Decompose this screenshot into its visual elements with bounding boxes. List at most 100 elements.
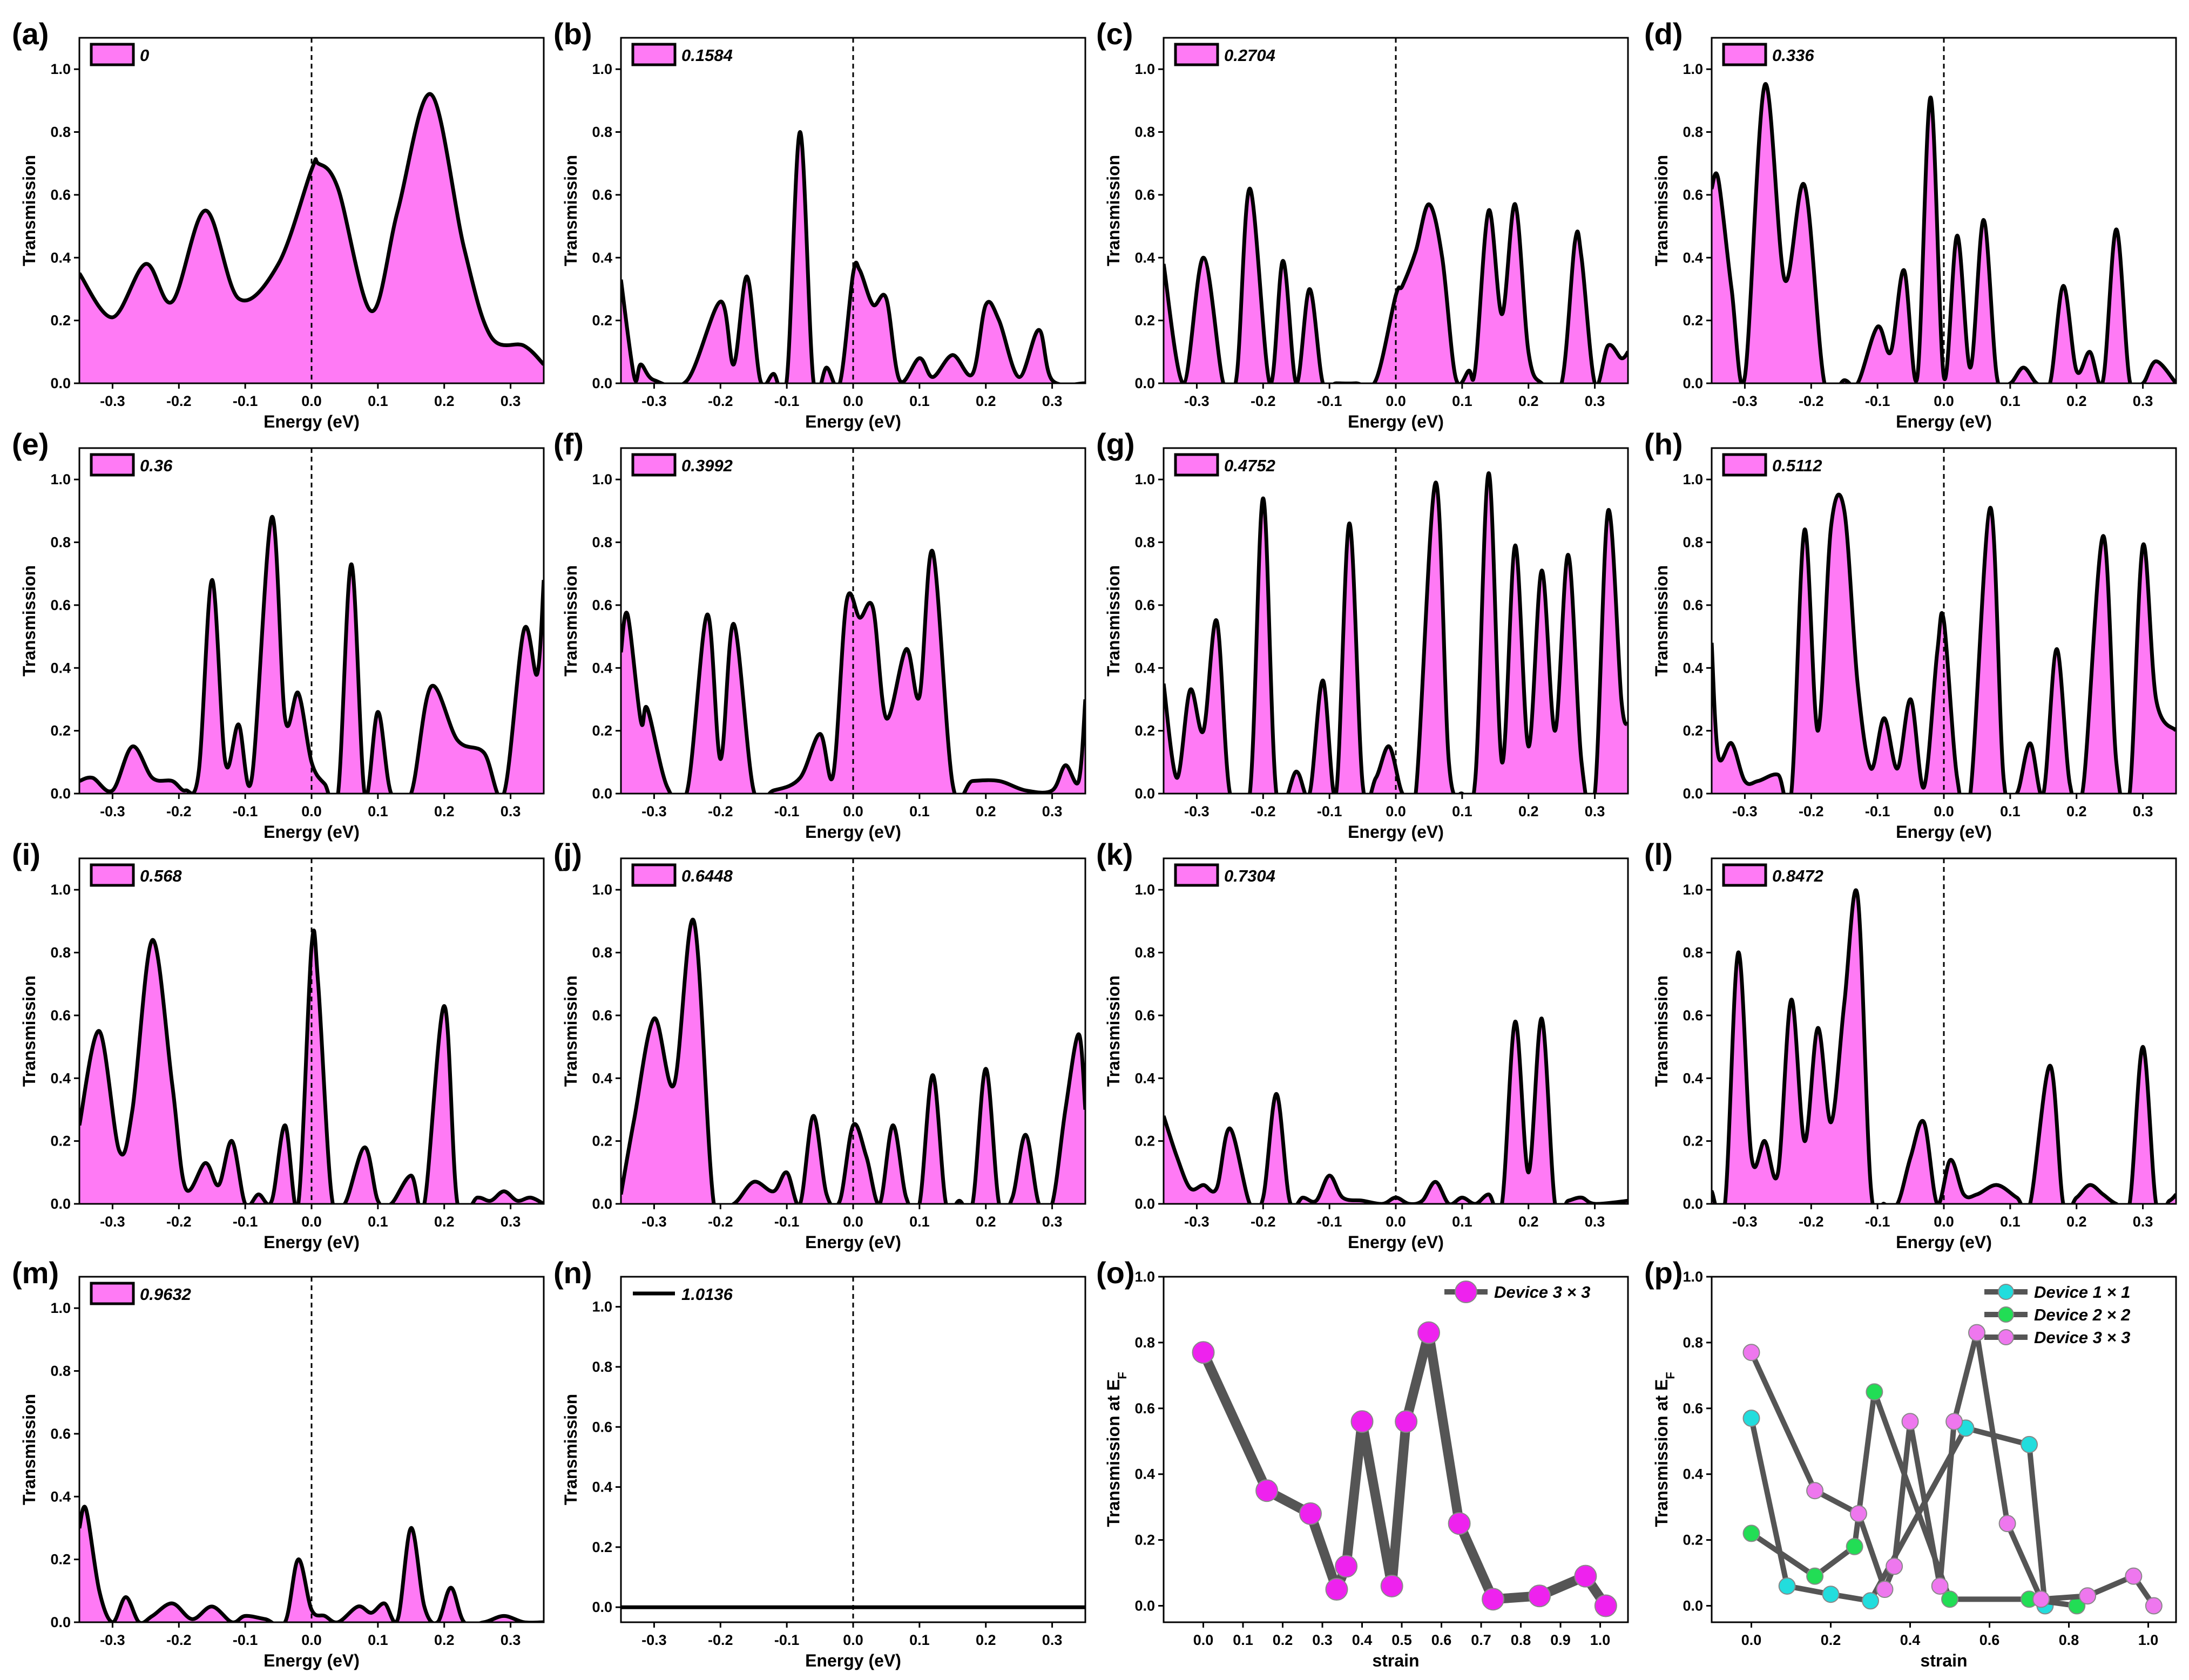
data-point-marker [2125, 1567, 2143, 1585]
series-connector-line [1748, 1330, 2156, 1608]
y-tick-label: 0.8 [1134, 534, 1155, 551]
plot-area [1712, 82, 2176, 383]
x-tick-label: 0.4 [1352, 1632, 1373, 1648]
y-tick-label: 0.8 [592, 124, 612, 140]
y-tick-label: 0.8 [592, 534, 612, 551]
x-tick-label: 0.1 [909, 1632, 930, 1648]
x-tick-label: 0.1 [2000, 393, 2021, 409]
data-point-marker [1931, 1577, 1949, 1595]
y-tick-label: 0.2 [1683, 1133, 1703, 1149]
x-tick-label: 0.3 [1042, 1632, 1063, 1648]
chart-panel-a: -0.3 -0.2 -0.1 0.0 0.1 0.2 0.3 0.0 0.2 0.4 0.6 0.8 1… [12, 17, 545, 431]
x-tick-label: -0.1 [233, 1214, 258, 1230]
legend-label: 0 [140, 46, 149, 65]
y-tick-label: 0.2 [592, 1133, 612, 1149]
y-tick-label: 0.0 [1134, 375, 1155, 391]
y-tick-label: 0.2 [1683, 723, 1703, 739]
x-tick-label: -0.3 [1732, 1214, 1758, 1230]
y-tick-label: 0.4 [1134, 249, 1155, 266]
data-point-marker [1822, 1586, 1840, 1603]
x-tick-label: -0.2 [166, 393, 192, 409]
transmission-area [621, 551, 1085, 794]
data-point-marker [1380, 1574, 1403, 1597]
y-tick-label: 0.0 [592, 375, 612, 391]
legend-swatch [1174, 863, 1219, 887]
y-tick-label: 0.2 [592, 723, 612, 739]
x-tick-label: 0.1 [1452, 803, 1472, 819]
legend-label: 0.36 [140, 456, 173, 475]
x-axis-title: Energy (eV) [1896, 412, 1992, 431]
legend-label: 1.0136 [681, 1285, 733, 1304]
plot-area [1742, 1324, 2163, 1615]
x-tick-label: -0.3 [1732, 393, 1758, 409]
data-point-marker [1255, 1479, 1279, 1502]
x-tick-label: -0.3 [100, 1214, 125, 1230]
y-axis-title: Transmission [561, 1394, 580, 1505]
y-tick-label: 0.6 [1134, 1007, 1155, 1024]
y-tick-label: 1.0 [1134, 1269, 1155, 1285]
data-point-marker [1901, 1413, 1919, 1431]
x-tick-label: 0.3 [1042, 393, 1063, 409]
y-tick-label: 0.6 [1683, 1007, 1703, 1024]
x-tick-label: -0.3 [641, 1632, 667, 1648]
y-tick-label: 0.8 [50, 124, 71, 140]
y-tick-label: 1.0 [592, 1299, 612, 1315]
data-point-marker [1941, 1590, 1959, 1608]
y-tick-label: 0.8 [1683, 534, 1703, 551]
plot-area [1712, 888, 2176, 1204]
x-tick-label: -0.3 [100, 1632, 125, 1648]
data-point-marker [1778, 1577, 1796, 1595]
y-tick-label: 0.2 [1134, 1133, 1155, 1149]
transmission-curve [621, 130, 1085, 383]
y-tick-label: 0.4 [592, 249, 612, 266]
x-tick-label: -0.1 [1865, 803, 1890, 819]
y-axis-title: Transmission [19, 565, 39, 676]
y-tick-label: 0.0 [1683, 375, 1703, 391]
chart-panel-h: -0.3 -0.2 -0.1 0.0 0.1 0.2 0.3 0.0 0.2 0.4 0.6 0.8 1… [1644, 427, 2177, 842]
x-tick-label: 0.1 [1452, 393, 1472, 409]
x-tick-label: -0.2 [166, 803, 192, 819]
y-tick-label: 0.4 [592, 660, 612, 676]
legend-marker [1998, 1284, 2014, 1300]
data-point-marker [1325, 1578, 1348, 1601]
panel-label: (n) [553, 1256, 592, 1290]
x-tick-label: 0.2 [976, 1214, 996, 1230]
chart-panel-g: -0.3 -0.2 -0.1 0.0 0.1 0.2 0.3 0.0 0.2 0.4 0.6 0.8 1… [1096, 427, 1629, 842]
y-tick-label: 1.0 [592, 471, 612, 487]
x-tick-label: 0.1 [1233, 1632, 1253, 1648]
y-tick-label: 0.2 [1134, 313, 1155, 329]
x-tick-label: 0.1 [2000, 803, 2021, 819]
y-axis-title: Transmission [1104, 155, 1123, 266]
plot-area [1192, 1321, 1617, 1617]
x-tick-label: 0.0 [843, 393, 863, 409]
legend-swatch [90, 453, 135, 477]
y-tick-label: 1.0 [50, 1300, 71, 1316]
x-tick-label: 0.6 [1979, 1632, 2000, 1648]
y-tick-label: 0.0 [50, 1196, 71, 1212]
legend-swatch [631, 863, 677, 887]
data-point-marker [1866, 1383, 1883, 1401]
x-tick-label: 0.2 [976, 1632, 996, 1648]
chart-panel-o: 0.0 0.1 0.2 0.3 0.4 0.5 0.6 0.7 0.8 0.9 1.0 0.0 0.2 0… [1096, 1256, 1629, 1670]
x-tick-label: 0.9 [1550, 1632, 1571, 1648]
y-axis-title: Transmission [1652, 976, 1671, 1087]
x-tick-label: 0.0 [1934, 803, 1954, 819]
transmission-curve [79, 515, 544, 794]
transmission-curve [1164, 471, 1628, 794]
transmission-area [1164, 473, 1628, 794]
x-tick-label: 0.2 [1518, 803, 1539, 819]
legend-label: 0.1584 [681, 46, 733, 65]
x-tick-label: 0.2 [1273, 1632, 1293, 1648]
x-tick-label: 0.1 [368, 1632, 388, 1648]
data-point-marker [1350, 1410, 1374, 1433]
transmission-curve [79, 92, 544, 366]
y-tick-label: 0.2 [592, 313, 612, 329]
y-axis-title-subscript: F [1116, 1372, 1129, 1379]
y-tick-label: 0.8 [1683, 1334, 1703, 1351]
y-axis-title: Transmission [1652, 565, 1671, 676]
x-tick-label: -0.1 [233, 393, 258, 409]
y-tick-label: 0.0 [1683, 1196, 1703, 1212]
legend-label: 0.7304 [1224, 866, 1275, 885]
data-point-marker [1849, 1505, 1867, 1522]
